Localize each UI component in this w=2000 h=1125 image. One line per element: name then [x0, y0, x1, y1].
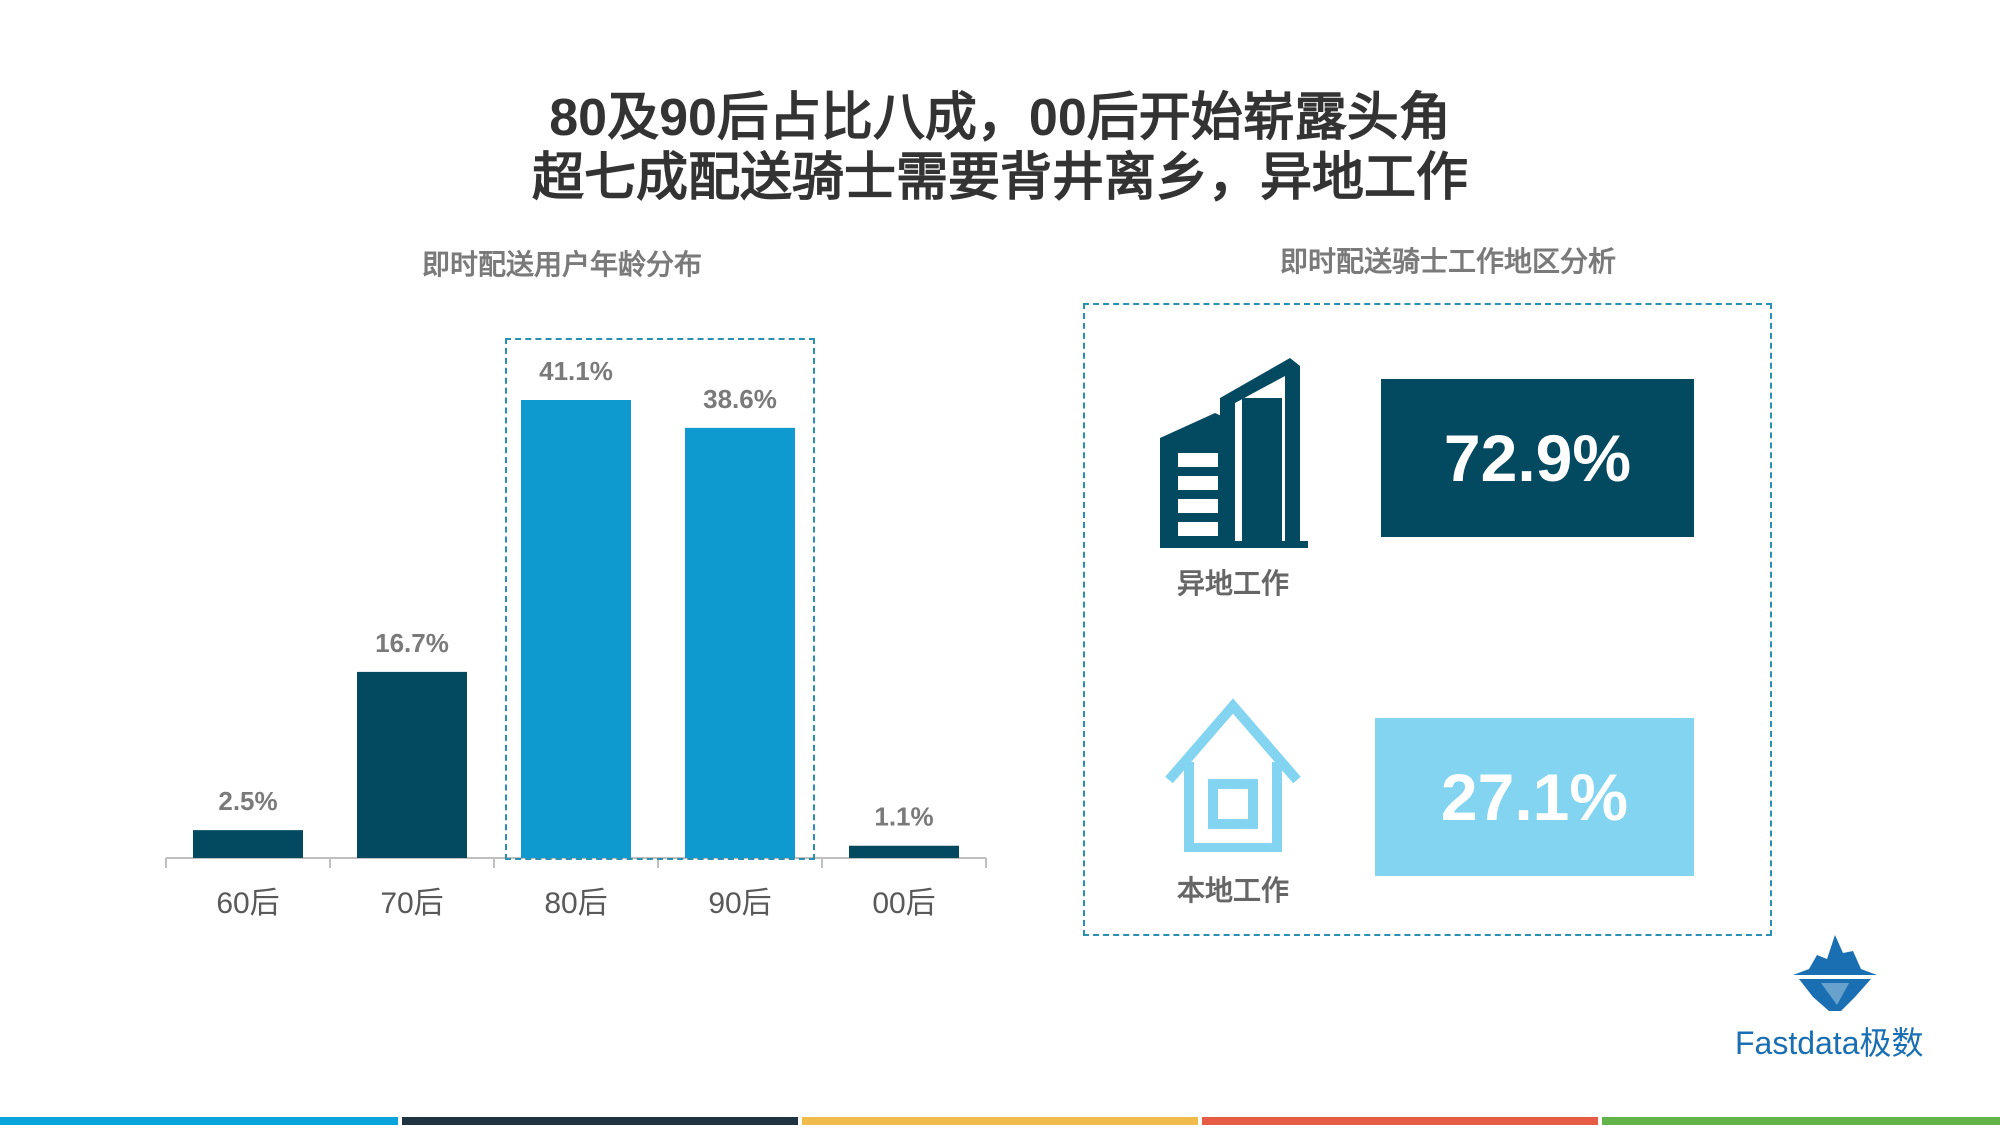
category-label: 80后 — [544, 887, 607, 920]
footer-stripe-2 — [402, 1117, 798, 1125]
data-label: 38.6% — [703, 384, 777, 414]
category-label: 60后 — [216, 887, 279, 920]
local-work-label: 本地工作 — [1176, 875, 1289, 906]
house-icon — [1163, 692, 1303, 857]
category-label: 70后 — [380, 887, 443, 920]
age-distribution-bar-chart: 2.5% 60后 16.7% 70后 41.1% 80后 38.6% 90后 1.1% 00后 — [165, 356, 987, 920]
bar-90后 — [685, 427, 795, 858]
page-title-line2: 超七成配送骑士需要背井离乡，异地工作 — [531, 149, 1468, 207]
bar-60后 — [193, 830, 303, 858]
category-label: 00后 — [872, 887, 935, 920]
local-work-value: 27.1% — [1375, 718, 1694, 876]
data-label: 41.1% — [539, 356, 613, 386]
bar-70后 — [357, 671, 467, 858]
page-title-line1: 80及90后占比八成，00后开始崭露头角 — [549, 89, 1451, 147]
brand-name: Fastdata极数 — [1735, 1025, 1924, 1061]
iceberg-logo-icon — [1793, 935, 1877, 1018]
region-panel-frame — [1083, 303, 1772, 936]
footer-stripe-3 — [802, 1117, 1198, 1125]
bar-00后 — [849, 845, 959, 858]
footer-stripe-4 — [1202, 1117, 1598, 1125]
age-chart-title: 即时配送用户年龄分布 — [421, 249, 702, 280]
region-chart-title: 即时配送骑士工作地区分析 — [1279, 246, 1616, 277]
data-label: 1.1% — [874, 802, 933, 832]
bar-80后 — [521, 400, 631, 858]
remote-work-value: 72.9% — [1381, 379, 1694, 537]
data-label: 16.7% — [375, 628, 449, 658]
footer-stripe-5 — [1602, 1117, 2000, 1125]
data-label: 2.5% — [218, 786, 277, 816]
footer-stripe-1 — [0, 1117, 398, 1125]
highlight-frame — [505, 338, 815, 860]
category-label: 90后 — [708, 887, 771, 920]
office-building-icon — [1160, 358, 1308, 553]
remote-work-label: 异地工作 — [1176, 568, 1289, 599]
